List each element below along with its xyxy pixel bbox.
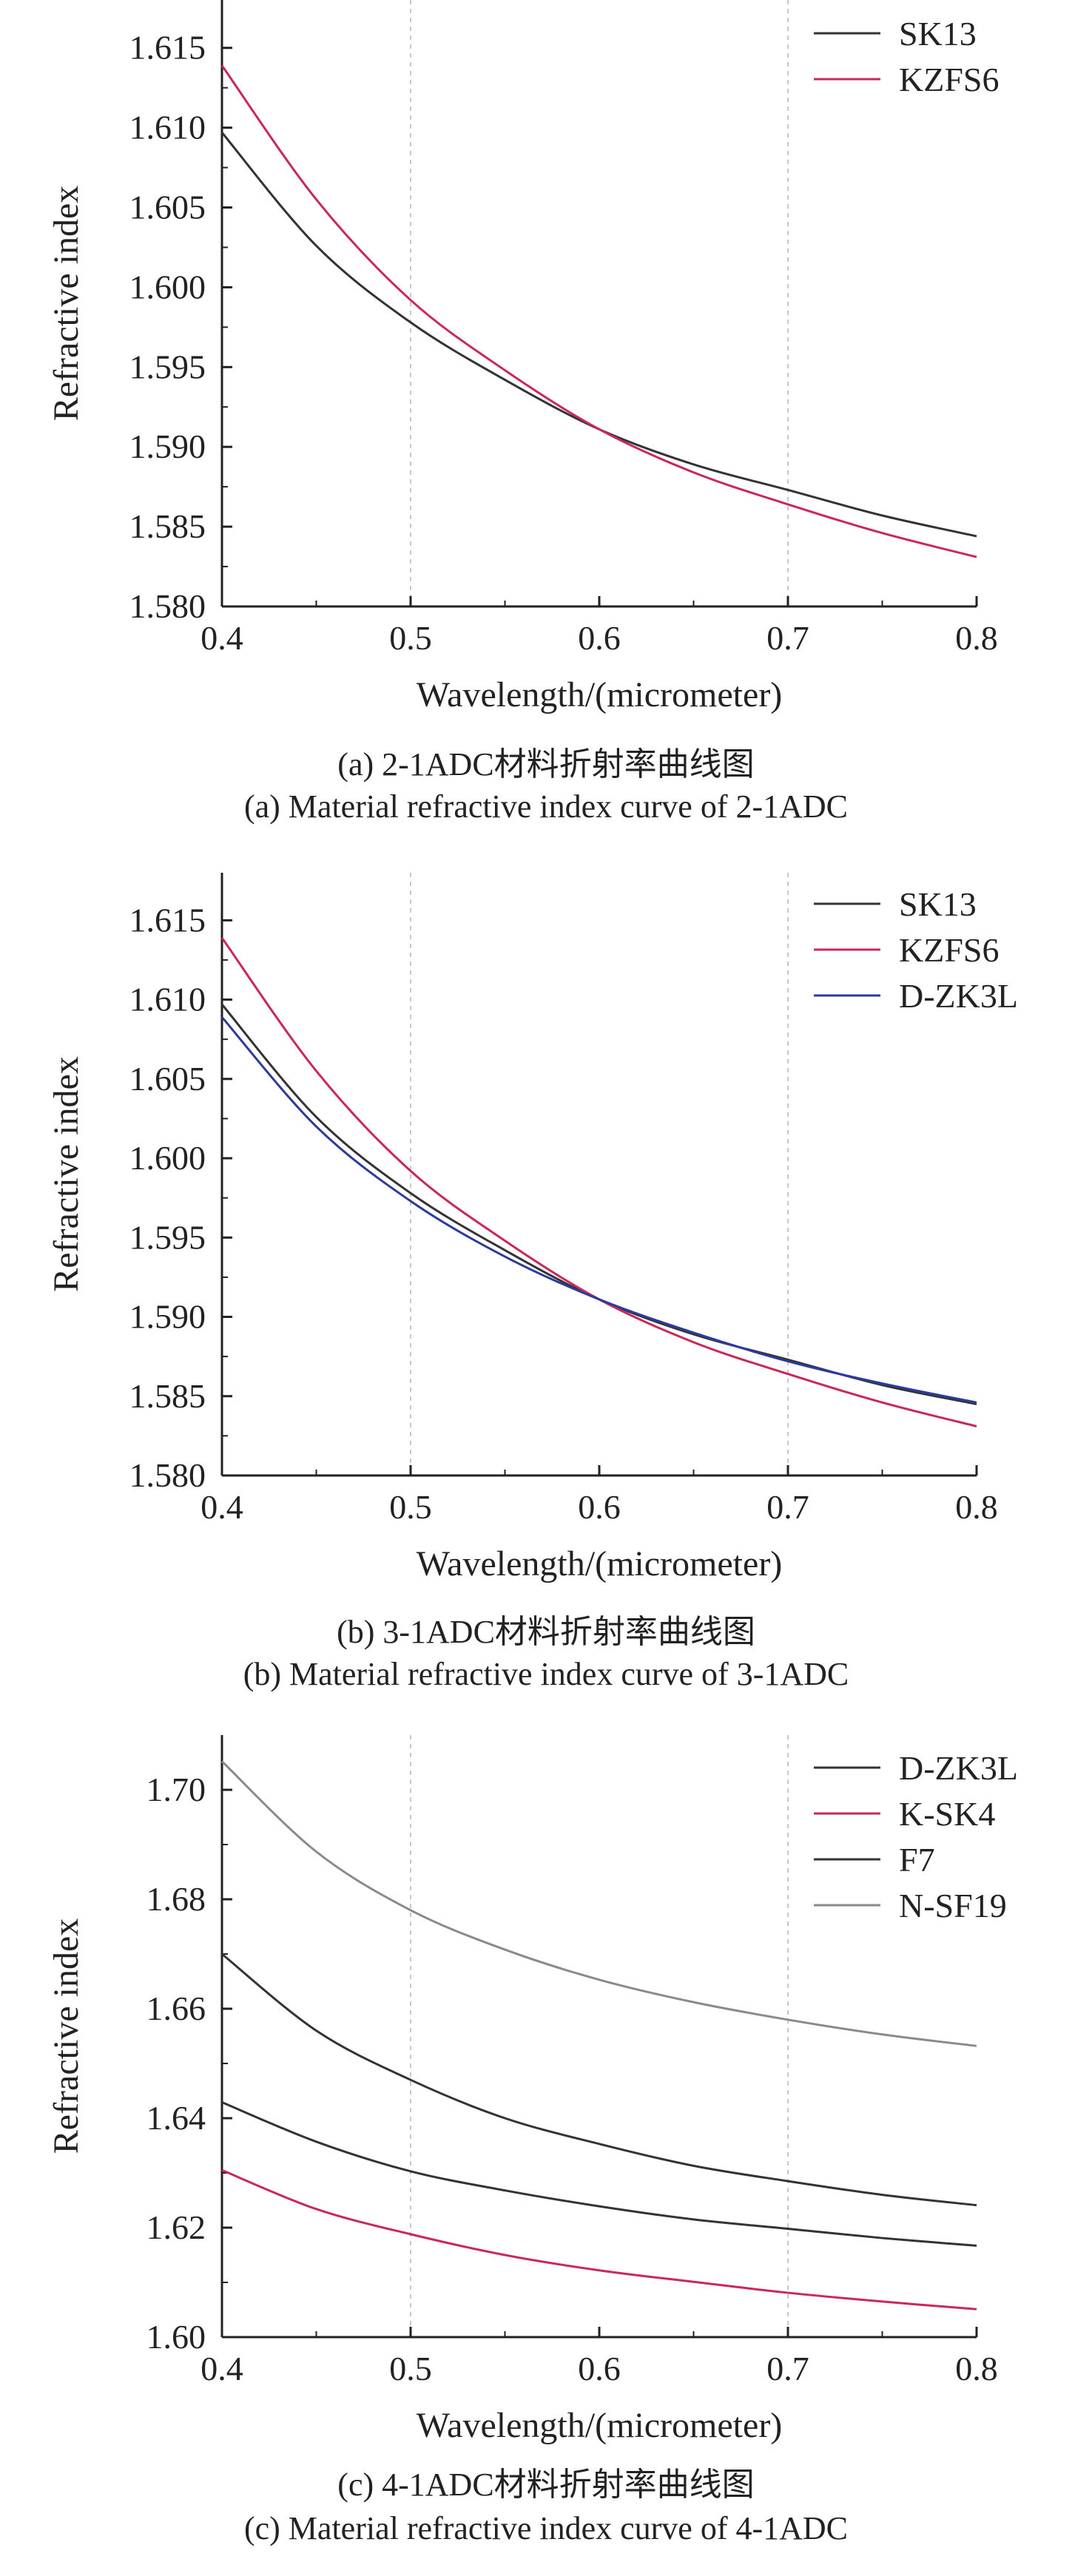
y-axis-label: Refractive index <box>47 1056 86 1292</box>
caption-en-b: (b) Material refractive index curve of 3… <box>243 1656 849 1692</box>
chart-panel-a: 0.4 0.5 0.6 0.7 0.8 1.580 1.585 1.590 1.595 1.600… <box>0 0 1092 851</box>
x-tick-label: 0.5 <box>389 2350 432 2387</box>
y-tick-label: 1.610 <box>129 981 206 1018</box>
y-tick-label: 1.64 <box>146 2099 206 2137</box>
legend-label: D-ZK3L <box>899 977 1018 1015</box>
y-tick-label: 1.595 <box>129 1218 206 1256</box>
x-tick-label: 0.4 <box>200 1488 243 1526</box>
x-axis-label: Wavelength/(micrometer) <box>417 2406 783 2445</box>
y-tick-label: 1.615 <box>129 29 206 67</box>
caption-en-c: (c) Material refractive index curve of 4… <box>243 2510 849 2546</box>
caption-cn-b: (b) 3-1ADC材料折射率曲线图 <box>337 1614 755 1650</box>
chart-b: 0.4 0.5 0.6 0.7 0.8 1.580 1.585 1.590 1.595 1.600… <box>47 873 1018 1583</box>
legend-label: N-SF19 <box>899 1887 1007 1924</box>
chart-panel-c: 0.4 0.5 0.6 0.7 0.8 1.60 1.62 1.64 1.66 1.68 1.70 W… <box>0 1716 1092 2576</box>
x-tick-label: 0.7 <box>766 1488 809 1526</box>
series-line-d-zk3l <box>220 1016 977 1404</box>
y-tick-label: 1.615 <box>129 901 206 939</box>
x-tick-label: 0.8 <box>955 2350 998 2387</box>
series-line-n-sf19 <box>220 1760 977 2047</box>
y-axis-label: Refractive index <box>47 1919 86 2154</box>
x-tick-label: 0.8 <box>955 1488 998 1526</box>
y-tick-label: 1.60 <box>146 2318 206 2356</box>
y-tick-label: 1.68 <box>146 1880 206 1918</box>
chart-panel-b: 0.4 0.5 0.6 0.7 0.8 1.580 1.585 1.590 1.595 1.600… <box>0 851 1092 1716</box>
series-line-d-zk3l <box>221 2101 977 2247</box>
x-tick-label: 0.7 <box>766 2350 809 2387</box>
y-tick-label: 1.590 <box>129 1298 206 1336</box>
caption-cn-a: (a) 2-1ADC材料折射率曲线图 <box>337 746 755 782</box>
legend-label: SK13 <box>899 885 977 923</box>
legend-label: K-SK4 <box>899 1795 995 1833</box>
y-tick-label: 1.610 <box>129 109 206 146</box>
x-tick-label: 0.6 <box>578 2350 621 2387</box>
x-axis-label: Wavelength/(micrometer) <box>417 1544 783 1583</box>
y-tick-label: 1.585 <box>129 507 206 545</box>
series-line-kzfs6 <box>220 64 977 558</box>
series-line-k-sk4 <box>221 2168 977 2310</box>
y-tick-label: 1.585 <box>129 1377 206 1415</box>
legend-label: KZFS6 <box>899 61 999 98</box>
y-axis-label: Refractive index <box>47 186 86 422</box>
y-tick-label: 1.600 <box>129 268 206 305</box>
x-tick-label: 0.6 <box>578 1488 621 1526</box>
x-tick-label: 0.6 <box>578 619 621 657</box>
y-tick-label: 1.595 <box>129 348 206 385</box>
y-tick-label: 1.580 <box>129 587 206 625</box>
series-line-f7 <box>221 1953 977 2207</box>
y-tick-label: 1.70 <box>146 1771 206 1808</box>
x-tick-label: 0.5 <box>389 619 432 657</box>
y-tick-label: 1.580 <box>129 1456 206 1494</box>
legend-label: F7 <box>899 1841 935 1879</box>
series-line-kzfs6 <box>220 937 977 1427</box>
legend-label: SK13 <box>899 15 977 53</box>
y-tick-label: 1.605 <box>129 189 206 226</box>
x-tick-label: 0.5 <box>389 1488 432 1526</box>
x-tick-label: 0.8 <box>955 619 998 657</box>
y-tick-label: 1.590 <box>129 427 206 465</box>
y-tick-label: 1.66 <box>146 1990 206 2027</box>
y-tick-label: 1.600 <box>129 1139 206 1177</box>
y-tick-label: 1.62 <box>146 2208 206 2246</box>
caption-en-a: (a) Material refractive index curve of 2… <box>243 788 849 825</box>
series-line-sk13 <box>220 132 977 538</box>
legend-label: KZFS6 <box>899 931 999 969</box>
chart-a: 0.4 0.5 0.6 0.7 0.8 1.580 1.585 1.590 1.595 1.600… <box>47 0 999 714</box>
caption-cn-c: (c) 4-1ADC材料折射率曲线图 <box>337 2467 755 2503</box>
x-axis-label: Wavelength/(micrometer) <box>417 675 783 714</box>
chart-c: 0.4 0.5 0.6 0.7 0.8 1.60 1.62 1.64 1.66 1.68 1.70 W… <box>47 1735 1018 2445</box>
y-tick-label: 1.605 <box>129 1060 206 1098</box>
x-tick-label: 0.4 <box>200 2350 243 2387</box>
x-tick-label: 0.7 <box>766 619 809 657</box>
series-line-sk13 <box>220 1004 977 1405</box>
legend-label: D-ZK3L <box>899 1749 1018 1787</box>
x-tick-label: 0.4 <box>200 619 243 657</box>
